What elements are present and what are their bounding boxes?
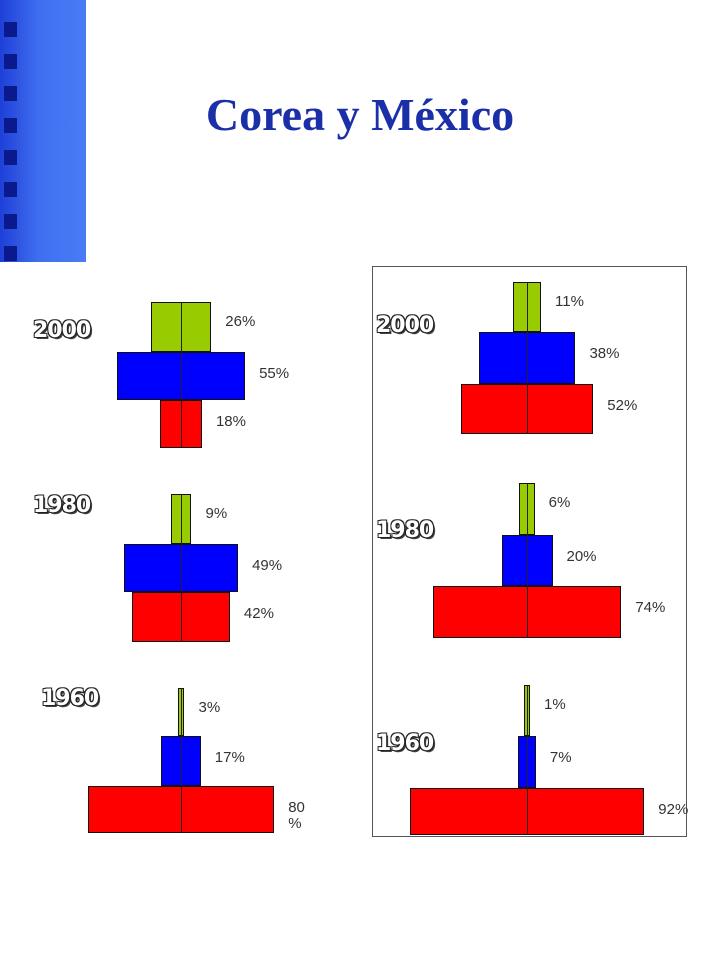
pct-label-0-0-0: 26% — [225, 313, 256, 330]
pct-label-1-1-1: 20% — [566, 548, 597, 565]
side-notch-2 — [4, 86, 17, 101]
bar-0-0-young — [150, 302, 212, 352]
bar-1-2-middle — [518, 736, 536, 788]
bar-1-1-young — [519, 483, 535, 535]
pct-label-1-2-1: 7% — [549, 749, 572, 766]
bar-1-0-old — [460, 384, 594, 434]
axis-line-0-1 — [181, 494, 182, 642]
bar-0-0-middle — [116, 352, 246, 400]
pct-label-1-1-2: 74% — [635, 599, 666, 616]
pct-label-0-0-1: 55% — [259, 365, 290, 382]
axis-line-1-1 — [527, 483, 528, 638]
side-decoration-bar — [0, 0, 86, 262]
side-notch-4 — [4, 150, 17, 165]
pct-label-1-2-0: 1% — [544, 696, 566, 713]
bar-1-1-old — [432, 586, 622, 638]
bar-0-2-middle — [161, 736, 201, 786]
axis-line-0-0 — [181, 302, 182, 448]
side-notch-7 — [4, 246, 17, 261]
pct-label-0-1-0: 9% — [205, 505, 228, 522]
bar-0-2-young — [177, 688, 185, 736]
pct-label-1-0-0: 11% — [555, 293, 584, 310]
pct-label-0-2-1: 17% — [214, 749, 245, 766]
pct-label-1-2-2: 92% — [658, 801, 689, 818]
bar-0-0-old — [160, 400, 202, 448]
page-title: Corea y México — [205, 89, 515, 140]
bar-0-2-old — [87, 786, 275, 833]
pct-label-0-0-2: 18% — [215, 413, 246, 430]
side-notch-0 — [4, 22, 17, 37]
pct-label-1-0-1: 38% — [589, 345, 620, 362]
year-label-1-0: 2000 — [376, 313, 434, 338]
bar-0-1-middle — [123, 544, 239, 592]
side-notch-5 — [4, 182, 17, 197]
year-label-1-1: 1980 — [376, 518, 434, 543]
right-panel-frame — [372, 266, 687, 837]
pct-label-0-2-2: 80 % — [288, 799, 305, 832]
side-notch-1 — [4, 54, 17, 69]
bar-1-0-middle — [478, 332, 576, 384]
side-notch-6 — [4, 214, 17, 229]
pct-label-1-0-2: 52% — [607, 397, 638, 414]
year-label-0-0: 2000 — [33, 318, 91, 343]
axis-line-1-0 — [527, 282, 528, 434]
bar-0-1-young — [170, 494, 192, 544]
pct-label-0-1-2: 42% — [243, 605, 274, 622]
axis-line-0-2 — [181, 688, 182, 833]
side-notch-3 — [4, 118, 17, 133]
year-label-1-2: 1960 — [376, 731, 434, 756]
pct-label-0-2-0: 3% — [198, 699, 221, 716]
pct-label-0-1-1: 49% — [252, 557, 283, 574]
bar-1-0-young — [512, 282, 542, 332]
year-label-0-1: 1980 — [33, 493, 91, 518]
pct-label-1-1-0: 6% — [548, 494, 571, 511]
axis-line-1-2 — [527, 685, 528, 835]
bar-0-1-old — [132, 592, 230, 642]
bar-1-2-old — [409, 788, 645, 835]
year-label-0-2: 1960 — [41, 686, 99, 711]
